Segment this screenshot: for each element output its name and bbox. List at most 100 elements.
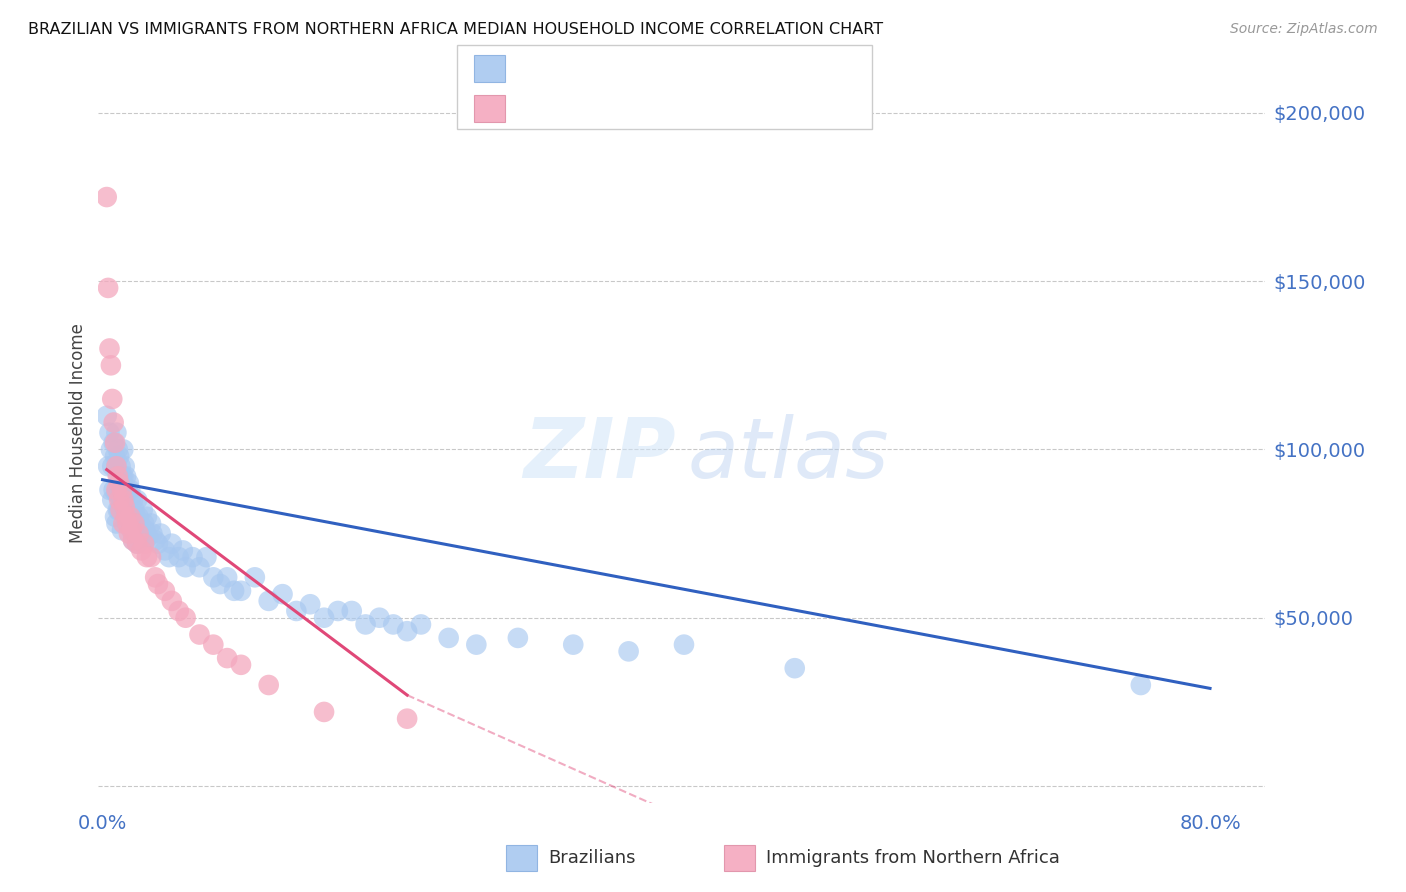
Text: 43: 43 <box>668 99 695 118</box>
Point <box>101 492 124 507</box>
Point <box>120 509 142 524</box>
Point <box>174 610 197 624</box>
Point <box>107 466 129 480</box>
Point <box>229 657 252 672</box>
Point <box>217 651 239 665</box>
Point <box>132 536 155 550</box>
Point <box>132 516 155 531</box>
Point <box>108 476 131 491</box>
Point <box>209 577 232 591</box>
Point <box>188 627 211 641</box>
Point <box>104 449 127 463</box>
Point <box>143 533 166 548</box>
Point <box>312 610 335 624</box>
Point <box>108 503 131 517</box>
Point <box>202 638 225 652</box>
Point <box>285 604 308 618</box>
Point <box>98 425 121 440</box>
Point <box>115 469 138 483</box>
Text: N =: N = <box>633 99 675 118</box>
Point <box>188 560 211 574</box>
Point <box>98 483 121 497</box>
Point <box>354 617 377 632</box>
Point <box>105 425 128 440</box>
Point <box>105 483 128 497</box>
Point <box>409 617 432 632</box>
Point <box>105 459 128 474</box>
Point <box>107 469 129 483</box>
Point <box>217 570 239 584</box>
Point <box>104 435 127 450</box>
Point <box>127 536 149 550</box>
Point <box>160 536 183 550</box>
Point <box>117 509 139 524</box>
Point <box>160 594 183 608</box>
Point <box>131 526 153 541</box>
Point <box>1129 678 1152 692</box>
Point <box>103 435 125 450</box>
Point <box>131 543 153 558</box>
Text: -0.321: -0.321 <box>551 59 617 78</box>
Point <box>143 570 166 584</box>
Text: 95: 95 <box>668 59 695 78</box>
Point <box>108 476 131 491</box>
Point <box>257 594 280 608</box>
Point <box>108 492 131 507</box>
Point <box>104 509 127 524</box>
Point <box>117 516 139 531</box>
Point <box>120 483 142 497</box>
Point <box>121 490 143 504</box>
Point <box>100 442 122 457</box>
Point <box>396 712 419 726</box>
Point <box>100 359 122 373</box>
Point <box>96 190 118 204</box>
Point <box>122 533 145 548</box>
Point <box>97 281 120 295</box>
Point <box>105 486 128 500</box>
Point <box>114 459 136 474</box>
Point <box>195 550 218 565</box>
Point <box>112 469 135 483</box>
Text: ZIP: ZIP <box>523 414 676 495</box>
Point <box>312 705 335 719</box>
Text: R =: R = <box>516 59 557 78</box>
Point <box>299 597 322 611</box>
Point <box>121 523 143 537</box>
Point <box>562 638 585 652</box>
Point <box>122 533 145 548</box>
Point <box>107 503 129 517</box>
Point <box>146 577 169 591</box>
Point <box>243 570 266 584</box>
Point <box>107 442 129 457</box>
Point <box>118 526 141 541</box>
Point <box>617 644 640 658</box>
Point <box>167 550 190 565</box>
Text: Brazilians: Brazilians <box>548 849 636 867</box>
Text: N =: N = <box>633 59 675 78</box>
Point <box>172 543 194 558</box>
Text: Immigrants from Northern Africa: Immigrants from Northern Africa <box>766 849 1060 867</box>
Point <box>114 492 136 507</box>
Point <box>135 509 157 524</box>
Point <box>112 492 135 507</box>
Point <box>101 392 124 406</box>
Point <box>229 583 252 598</box>
Point <box>115 509 138 524</box>
Point <box>167 604 190 618</box>
Point <box>110 459 132 474</box>
Point <box>132 503 155 517</box>
Point <box>465 638 488 652</box>
Point <box>271 587 294 601</box>
Point <box>118 516 141 531</box>
Point <box>153 543 176 558</box>
Point <box>97 459 120 474</box>
Point <box>129 516 152 531</box>
Point <box>108 449 131 463</box>
Point <box>139 516 162 531</box>
Point <box>174 560 197 574</box>
Text: R =: R = <box>516 99 557 118</box>
Point <box>111 469 134 483</box>
Point <box>340 604 363 618</box>
Point <box>117 483 139 497</box>
Point <box>103 416 125 430</box>
